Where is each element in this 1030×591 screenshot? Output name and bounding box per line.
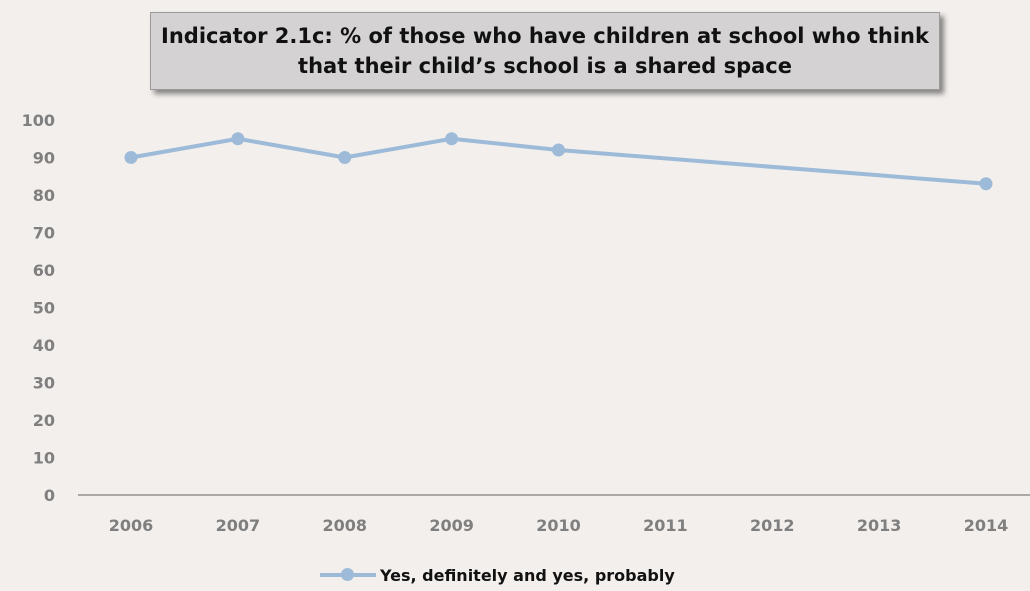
y-tick-label: 40: [33, 336, 55, 355]
y-tick-label: 100: [22, 111, 55, 130]
y-tick-label: 60: [33, 261, 55, 280]
x-tick-label: 2010: [536, 516, 581, 535]
legend: Yes, definitely and yes, probably: [320, 564, 675, 586]
y-tick-label: 20: [33, 411, 55, 430]
x-tick-label: 2013: [857, 516, 902, 535]
data-point: [338, 151, 352, 164]
y-tick-label: 0: [44, 486, 55, 505]
data-point: [552, 143, 565, 157]
y-tick-label: 10: [33, 449, 55, 468]
x-tick-label: 2011: [643, 516, 688, 535]
x-tick-label: 2012: [750, 516, 795, 535]
y-tick-label: 30: [33, 374, 55, 393]
x-tick-label: 2014: [964, 516, 1009, 535]
x-tick-label: 2006: [109, 516, 154, 535]
y-tick-label: 90: [33, 149, 55, 168]
data-point: [445, 132, 459, 146]
y-tick-label: 70: [33, 224, 55, 243]
y-tick-label: 80: [33, 186, 55, 205]
series-line: [129, 136, 988, 186]
data-point: [979, 177, 993, 191]
x-tick-label: 2009: [429, 516, 474, 535]
chart-title: Indicator 2.1c: % of those who have chil…: [161, 24, 929, 78]
legend-label: Yes, definitely and yes, probably: [380, 565, 675, 585]
chart-title-box: Indicator 2.1c: % of those who have chil…: [150, 12, 940, 90]
x-tick-label: 2007: [216, 516, 261, 535]
y-tick-label: 50: [33, 299, 55, 318]
data-point: [231, 132, 245, 146]
legend-marker: [320, 564, 376, 586]
x-tick-label: 2008: [322, 516, 367, 535]
data-point: [124, 151, 138, 164]
